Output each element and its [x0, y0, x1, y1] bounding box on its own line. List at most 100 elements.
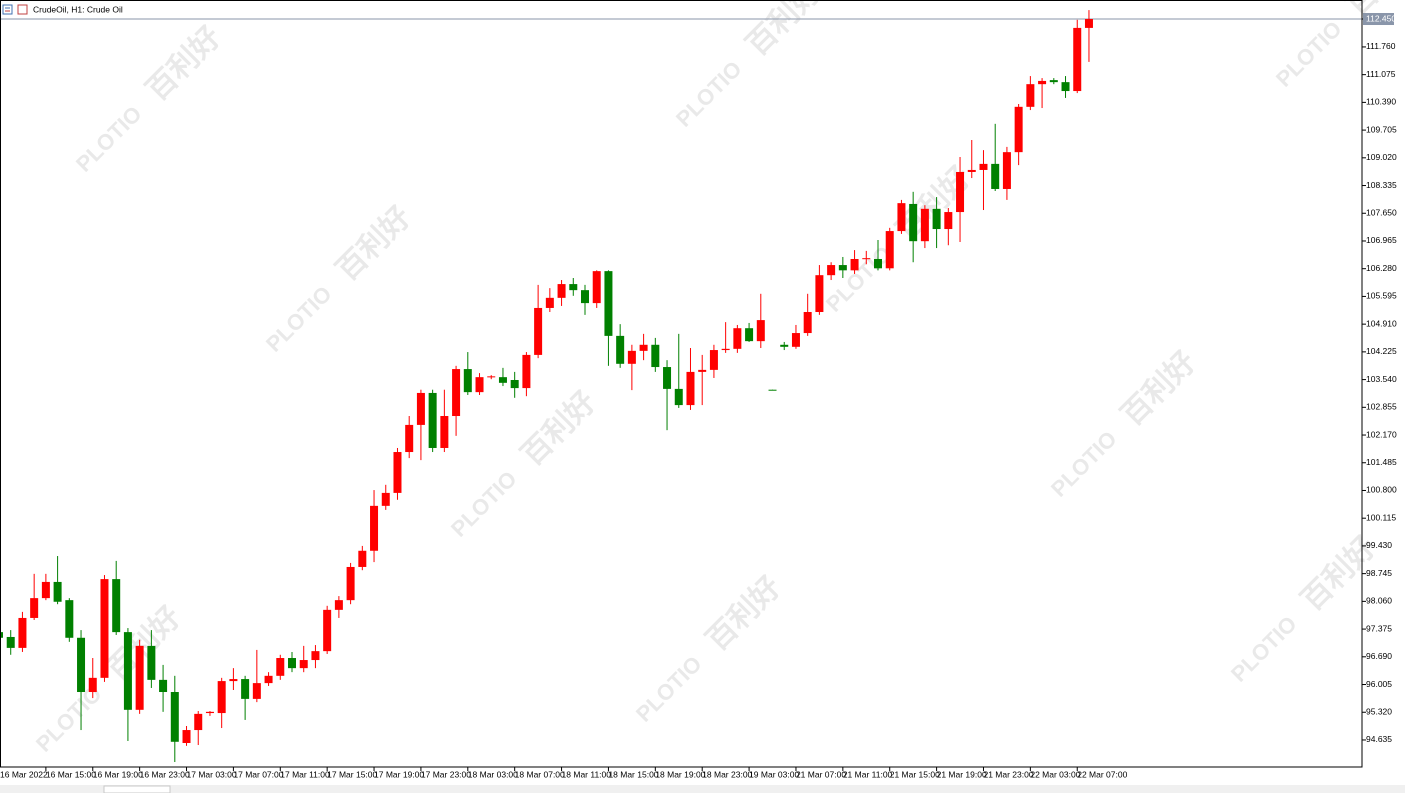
candle-body	[592, 271, 601, 304]
candle-body	[112, 579, 121, 633]
candle-body	[674, 388, 683, 406]
x-tick-label: 21 Mar 23:00	[983, 769, 1033, 779]
candle-body	[334, 600, 343, 610]
candle-body	[991, 163, 1000, 189]
candle-body	[534, 307, 543, 355]
candle-body	[803, 312, 812, 334]
candle-body	[416, 392, 425, 425]
candle-body	[194, 713, 203, 731]
candle-body	[65, 600, 74, 638]
candle-body	[522, 354, 531, 389]
x-tick-label: 18 Mar 03:00	[468, 769, 518, 779]
candle-body	[370, 505, 379, 551]
candle-body	[604, 271, 613, 336]
title-bar: CrudeOil, H1: Crude Oil	[2, 4, 123, 15]
candle-body	[288, 658, 296, 669]
y-tick-label: 98.060	[1366, 596, 1392, 606]
candle-body	[627, 350, 636, 364]
candle-body	[405, 424, 414, 453]
candle-body	[569, 284, 578, 291]
candle-body	[323, 609, 332, 652]
candle-body	[709, 350, 718, 370]
candle-body	[147, 645, 156, 680]
candle-body	[1014, 106, 1023, 153]
candle-body	[30, 598, 39, 618]
y-tick-label: 106.965	[1366, 235, 1397, 245]
candle-body	[581, 290, 589, 304]
candle-body	[428, 392, 437, 448]
x-tick-label: 16 Mar 15:00	[46, 769, 96, 779]
y-tick-label: 98.745	[1366, 568, 1392, 578]
candle-body	[358, 550, 367, 567]
candle-body	[639, 344, 648, 351]
x-tick-label: 21 Mar 07:00	[796, 769, 846, 779]
x-tick-label: 18 Mar 23:00	[702, 769, 752, 779]
candle-body	[651, 344, 660, 368]
candle-body	[264, 675, 273, 684]
candle-body	[217, 681, 226, 714]
candle-body	[170, 692, 179, 742]
x-tick-label: 18 Mar 07:00	[515, 769, 565, 779]
candle-body	[850, 258, 859, 271]
candle-body	[299, 660, 308, 669]
candle-body	[874, 258, 882, 269]
y-tick-label: 104.910	[1366, 318, 1397, 328]
candle-body	[100, 579, 109, 678]
candle-body	[510, 379, 519, 389]
candle-body	[791, 333, 800, 347]
candle-body	[88, 677, 97, 693]
candle-body	[557, 284, 566, 298]
candle-body	[159, 679, 168, 693]
candle-body	[897, 203, 906, 232]
icon	[17, 4, 28, 15]
y-tick-label: 96.005	[1366, 679, 1392, 689]
candle-body	[909, 203, 918, 242]
candle-body	[440, 416, 449, 448]
x-tick-label: 18 Mar 11:00	[562, 769, 612, 779]
candle-body	[1061, 82, 1070, 92]
y-tick-label: 111.760	[1366, 41, 1396, 51]
candle-body	[393, 452, 402, 493]
candle-body	[663, 367, 672, 389]
y-tick-label: 109.705	[1366, 124, 1397, 134]
candle-body	[182, 730, 191, 744]
x-tick-label: 16 Mar 23:00	[140, 769, 190, 779]
y-tick-label: 99.430	[1366, 540, 1392, 550]
candle-body	[205, 711, 214, 714]
price-axis: 112.450 111.760 111.075 110.390 109.705 109.0…	[0, 13, 1397, 744]
y-tick-label: 106.280	[1366, 263, 1397, 273]
x-tick-label: 17 Mar 15:00	[327, 769, 377, 779]
y-tick-label: 100.115	[1366, 512, 1396, 522]
candle-body	[53, 581, 62, 602]
candle-body	[241, 679, 250, 699]
y-tick-label: 105.595	[1366, 291, 1397, 301]
y-tick-label: 102.170	[1366, 429, 1397, 439]
candle-body	[838, 265, 847, 271]
x-tick-label: 22 Mar 03:00	[1030, 769, 1080, 779]
y-tick-label: 109.020	[1366, 152, 1397, 162]
candle-body	[733, 328, 742, 349]
candle-body	[123, 632, 132, 710]
candle-body	[487, 376, 496, 378]
candle-body	[721, 348, 730, 351]
candle-body	[498, 377, 507, 383]
candle-body	[77, 637, 86, 693]
y-tick-label: 104.225	[1366, 346, 1397, 356]
candle-body	[920, 208, 929, 242]
y-tick-label: 112.450	[1366, 13, 1396, 23]
candle-body	[1049, 80, 1058, 83]
candle-body	[475, 377, 484, 393]
candle-body	[698, 369, 707, 372]
candle-body	[311, 651, 320, 661]
y-tick-label: 110.390	[1366, 97, 1396, 107]
x-tick-label: 17 Mar 11:00	[280, 769, 330, 779]
plot-frame	[0, 0, 1363, 768]
plot-area	[0, 10, 1093, 763]
candle-body	[616, 335, 625, 364]
x-tick-label: 18 Mar 19:00	[655, 769, 705, 779]
chart-title: CrudeOil, H1: Crude Oil	[33, 4, 123, 14]
x-tick-label: 18 Mar 15:00	[608, 769, 658, 779]
y-tick-label: 96.690	[1366, 651, 1392, 661]
y-tick-label: 95.320	[1366, 706, 1392, 716]
